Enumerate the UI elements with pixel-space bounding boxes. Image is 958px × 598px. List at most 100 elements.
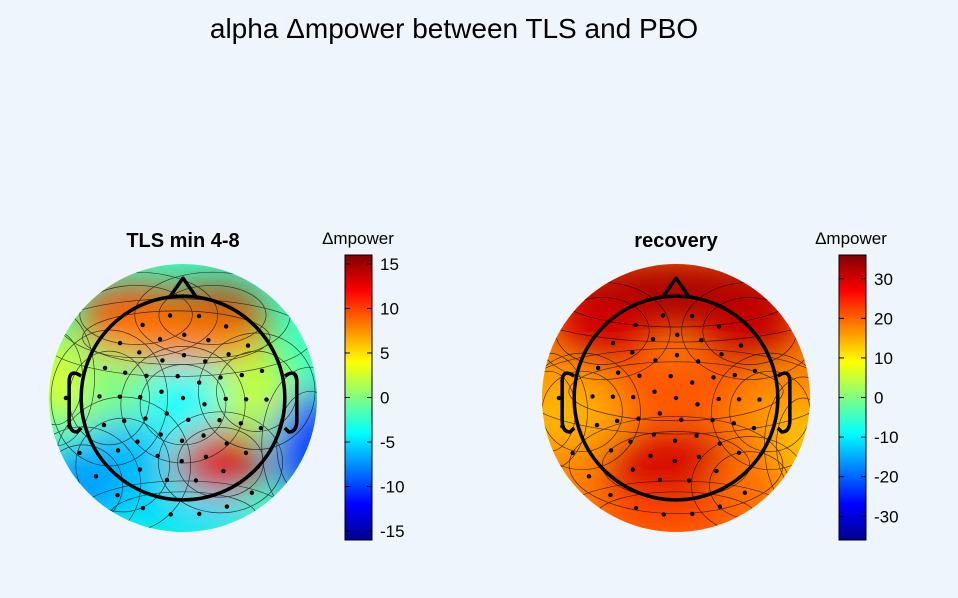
electrode bbox=[590, 394, 595, 399]
electrode bbox=[243, 397, 249, 402]
electrode bbox=[67, 424, 72, 429]
electrode bbox=[556, 395, 562, 401]
colorbar-tick-label: 5 bbox=[380, 344, 389, 363]
electrode bbox=[201, 433, 206, 438]
electrode bbox=[239, 372, 245, 378]
electrode bbox=[226, 352, 231, 357]
electrode bbox=[633, 322, 638, 328]
electrode bbox=[102, 365, 108, 371]
electrode bbox=[175, 374, 180, 379]
contour-line bbox=[542, 264, 810, 343]
electrode bbox=[181, 353, 187, 358]
electrode bbox=[135, 439, 140, 444]
colorbar-tick-label: 0 bbox=[380, 389, 389, 408]
electrode bbox=[249, 490, 255, 495]
contour-line bbox=[49, 426, 142, 532]
electrode bbox=[690, 511, 695, 517]
electrode bbox=[164, 477, 170, 483]
electrode bbox=[717, 504, 723, 509]
contour-line bbox=[79, 285, 193, 345]
colorbar-ticks: 15 10 5 0 -5 -10 -15 bbox=[345, 255, 405, 541]
electrode bbox=[717, 441, 722, 446]
electrode bbox=[674, 353, 680, 358]
electrode bbox=[652, 389, 657, 394]
contour-line bbox=[75, 417, 170, 513]
electrodes bbox=[63, 313, 269, 517]
electrode bbox=[648, 453, 653, 459]
colorbar-tick-label: 30 bbox=[874, 270, 893, 289]
region-frontal-mid bbox=[82, 310, 271, 365]
electrode bbox=[159, 389, 164, 394]
electrode bbox=[117, 340, 123, 346]
electrode bbox=[217, 418, 222, 423]
electrode bbox=[115, 448, 121, 453]
electrode bbox=[637, 373, 642, 378]
panel-title: TLS min 4-8 bbox=[126, 230, 239, 252]
electrode bbox=[672, 438, 678, 443]
electrode bbox=[696, 359, 701, 364]
contour-line bbox=[542, 348, 810, 435]
colorbar-tick-label: 20 bbox=[874, 309, 893, 328]
electrode bbox=[182, 332, 187, 338]
electrode bbox=[751, 425, 757, 431]
electrode bbox=[197, 380, 202, 385]
contour-line bbox=[158, 285, 267, 345]
head-circle bbox=[79, 294, 287, 502]
electrode bbox=[224, 441, 229, 446]
electrode bbox=[686, 478, 692, 483]
electrode bbox=[661, 512, 666, 517]
electrode bbox=[77, 450, 82, 456]
electrode bbox=[650, 336, 656, 342]
left-ear bbox=[560, 371, 576, 434]
colorbar-tick-label: -10 bbox=[874, 428, 899, 447]
electrode bbox=[716, 396, 721, 402]
electrode bbox=[218, 375, 223, 380]
electrode bbox=[631, 394, 636, 400]
contour-line bbox=[568, 416, 784, 514]
head-circle bbox=[572, 294, 780, 502]
electrode bbox=[202, 402, 207, 407]
electrode bbox=[630, 467, 636, 472]
electrode bbox=[168, 512, 173, 517]
electrode bbox=[732, 372, 738, 378]
electrode bbox=[628, 439, 633, 444]
colorbar-ticks: 30 20 10 0 -10 -20 -30 bbox=[839, 270, 899, 526]
electrode bbox=[668, 374, 673, 379]
electrode bbox=[594, 422, 600, 428]
head-outline bbox=[67, 276, 299, 502]
electrode bbox=[731, 421, 737, 426]
electrode bbox=[137, 350, 142, 355]
electrode bbox=[657, 411, 662, 416]
electrode bbox=[264, 397, 269, 402]
electrode bbox=[164, 411, 169, 416]
electrode bbox=[615, 370, 621, 375]
electrode bbox=[221, 468, 226, 474]
contour-line bbox=[157, 411, 284, 514]
contour-line bbox=[711, 352, 810, 471]
electrode bbox=[97, 394, 102, 399]
electrode bbox=[711, 375, 716, 380]
electrodes bbox=[556, 313, 762, 517]
colorbar-label: Δmpower bbox=[815, 229, 887, 248]
electrode bbox=[206, 337, 211, 343]
electrode bbox=[196, 313, 202, 319]
contour-line bbox=[120, 346, 246, 464]
electrode bbox=[137, 467, 143, 472]
electrode bbox=[117, 394, 123, 399]
colorbar-label: Δmpower bbox=[322, 229, 394, 248]
electrode bbox=[560, 424, 565, 429]
electrode bbox=[122, 370, 128, 375]
electrode bbox=[695, 402, 700, 407]
electrode bbox=[608, 448, 614, 453]
colorbar-tick-label: 0 bbox=[874, 389, 883, 408]
electrode bbox=[101, 422, 107, 428]
electrode bbox=[179, 458, 184, 464]
region-right-edge bbox=[276, 391, 317, 499]
colorbar-tick-label: -5 bbox=[380, 433, 395, 452]
electrode bbox=[93, 474, 99, 479]
electrode bbox=[243, 450, 249, 456]
colorbar-tick-label: 10 bbox=[874, 349, 893, 368]
colorbar-tick-label: -30 bbox=[874, 507, 899, 526]
left-ear bbox=[67, 371, 83, 434]
electrode bbox=[690, 380, 695, 385]
